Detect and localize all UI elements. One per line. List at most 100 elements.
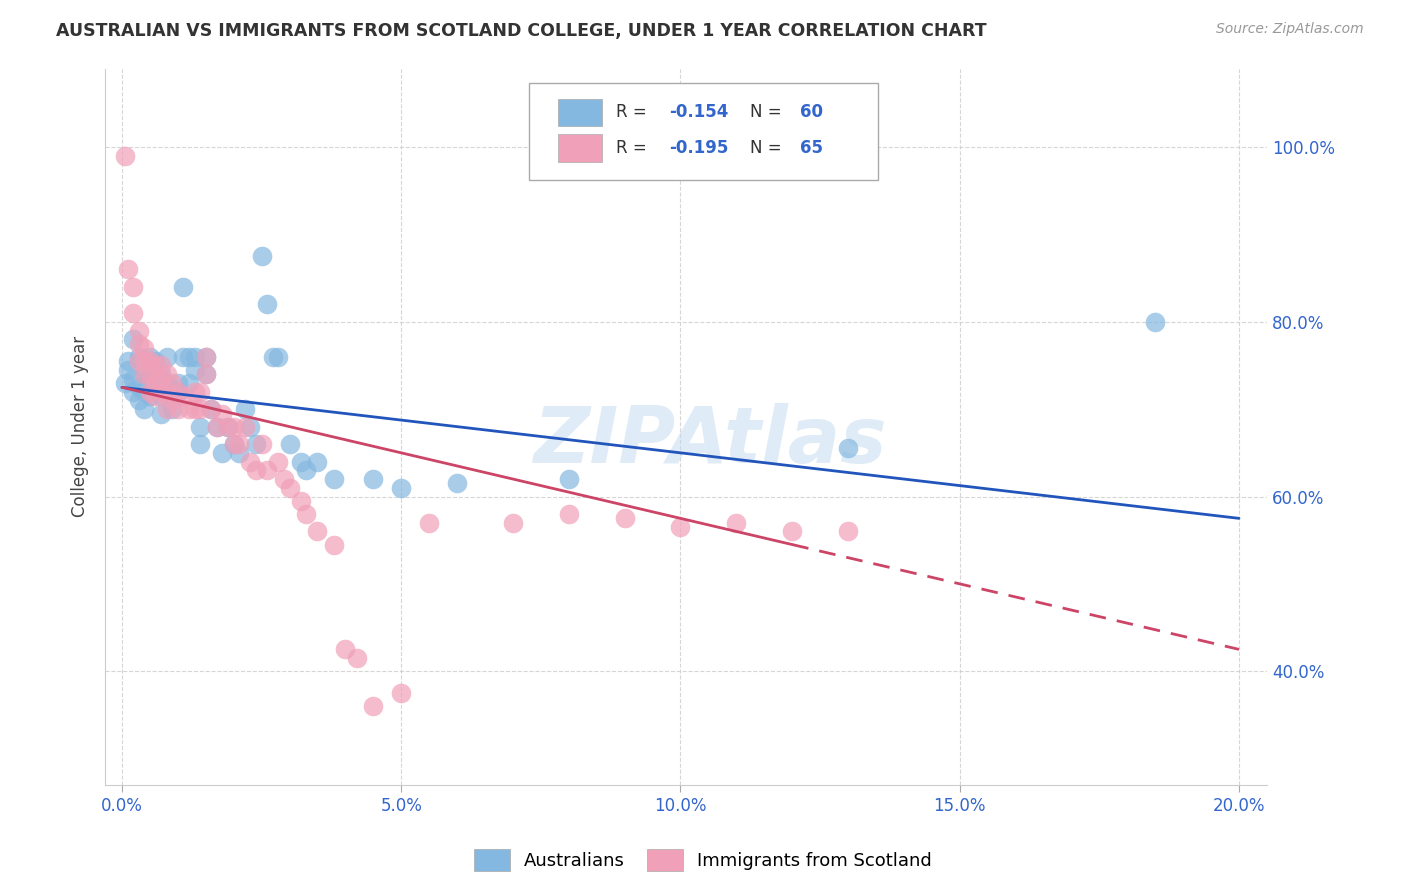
Point bbox=[780, 524, 803, 539]
Y-axis label: College, Under 1 year: College, Under 1 year bbox=[72, 336, 89, 517]
Point bbox=[222, 437, 245, 451]
Point bbox=[145, 359, 167, 373]
Point bbox=[228, 437, 250, 451]
Point bbox=[188, 419, 211, 434]
Point bbox=[145, 354, 167, 368]
Point bbox=[172, 280, 194, 294]
Point bbox=[166, 402, 188, 417]
Point bbox=[725, 516, 748, 530]
Point bbox=[156, 350, 179, 364]
Point bbox=[211, 446, 233, 460]
Point bbox=[267, 454, 290, 468]
Point bbox=[217, 419, 239, 434]
Point bbox=[160, 402, 183, 417]
Point bbox=[150, 407, 173, 421]
Point bbox=[239, 454, 262, 468]
Text: -0.195: -0.195 bbox=[669, 139, 728, 157]
Point bbox=[139, 384, 162, 399]
Point bbox=[183, 384, 205, 399]
Point bbox=[122, 384, 145, 399]
Point bbox=[128, 354, 150, 368]
Point bbox=[188, 384, 211, 399]
Point bbox=[558, 472, 581, 486]
Point bbox=[150, 368, 173, 382]
Point bbox=[194, 368, 217, 382]
Point bbox=[150, 359, 173, 373]
Point bbox=[156, 402, 179, 417]
Point bbox=[150, 389, 173, 403]
Point bbox=[145, 389, 167, 403]
Point bbox=[250, 437, 273, 451]
Point bbox=[156, 384, 179, 399]
Point bbox=[278, 437, 301, 451]
Point bbox=[150, 384, 173, 399]
Point bbox=[177, 350, 200, 364]
Point bbox=[307, 454, 329, 468]
FancyBboxPatch shape bbox=[558, 135, 602, 161]
Point bbox=[222, 419, 245, 434]
Point bbox=[134, 368, 156, 382]
Point bbox=[145, 376, 167, 390]
Point bbox=[295, 463, 318, 477]
Point bbox=[613, 511, 636, 525]
Point bbox=[134, 341, 156, 355]
Point bbox=[177, 402, 200, 417]
Point bbox=[128, 324, 150, 338]
Point bbox=[211, 407, 233, 421]
Point bbox=[205, 419, 228, 434]
Text: R =: R = bbox=[616, 139, 652, 157]
Point bbox=[128, 336, 150, 351]
Text: Source: ZipAtlas.com: Source: ZipAtlas.com bbox=[1216, 22, 1364, 37]
Point bbox=[278, 481, 301, 495]
Point bbox=[307, 524, 329, 539]
Point bbox=[166, 384, 188, 399]
Point bbox=[128, 393, 150, 408]
Point bbox=[160, 376, 183, 390]
Point bbox=[245, 437, 267, 451]
Point bbox=[160, 393, 183, 408]
Point bbox=[669, 520, 692, 534]
Point bbox=[128, 380, 150, 394]
Point bbox=[122, 332, 145, 346]
Point bbox=[134, 368, 156, 382]
Point bbox=[139, 354, 162, 368]
Text: AUSTRALIAN VS IMMIGRANTS FROM SCOTLAND COLLEGE, UNDER 1 YEAR CORRELATION CHART: AUSTRALIAN VS IMMIGRANTS FROM SCOTLAND C… bbox=[56, 22, 987, 40]
FancyBboxPatch shape bbox=[558, 99, 602, 126]
Point bbox=[273, 472, 295, 486]
Point bbox=[228, 446, 250, 460]
Point bbox=[166, 384, 188, 399]
Text: 65: 65 bbox=[800, 139, 823, 157]
Legend: Australians, Immigrants from Scotland: Australians, Immigrants from Scotland bbox=[467, 842, 939, 879]
Point bbox=[156, 368, 179, 382]
Point bbox=[290, 454, 312, 468]
Text: ZIPAtlas: ZIPAtlas bbox=[533, 403, 886, 479]
Point bbox=[290, 494, 312, 508]
Point bbox=[363, 472, 385, 486]
Point bbox=[222, 437, 245, 451]
Point bbox=[156, 376, 179, 390]
Point bbox=[233, 419, 256, 434]
Point bbox=[200, 402, 222, 417]
Text: N =: N = bbox=[749, 103, 787, 121]
Point bbox=[188, 402, 211, 417]
Point bbox=[183, 363, 205, 377]
Point bbox=[122, 371, 145, 385]
Point bbox=[122, 306, 145, 320]
Point bbox=[346, 651, 368, 665]
Point bbox=[183, 350, 205, 364]
Point bbox=[139, 368, 162, 382]
Point bbox=[194, 350, 217, 364]
Point bbox=[502, 516, 524, 530]
Point bbox=[418, 516, 440, 530]
Point bbox=[256, 463, 278, 477]
FancyBboxPatch shape bbox=[529, 83, 877, 179]
Point bbox=[145, 376, 167, 390]
Point bbox=[139, 389, 162, 403]
Point bbox=[256, 297, 278, 311]
Point bbox=[134, 384, 156, 399]
Point bbox=[389, 686, 412, 700]
Point bbox=[172, 389, 194, 403]
Point bbox=[117, 262, 139, 277]
Point bbox=[262, 350, 284, 364]
Point bbox=[323, 472, 346, 486]
